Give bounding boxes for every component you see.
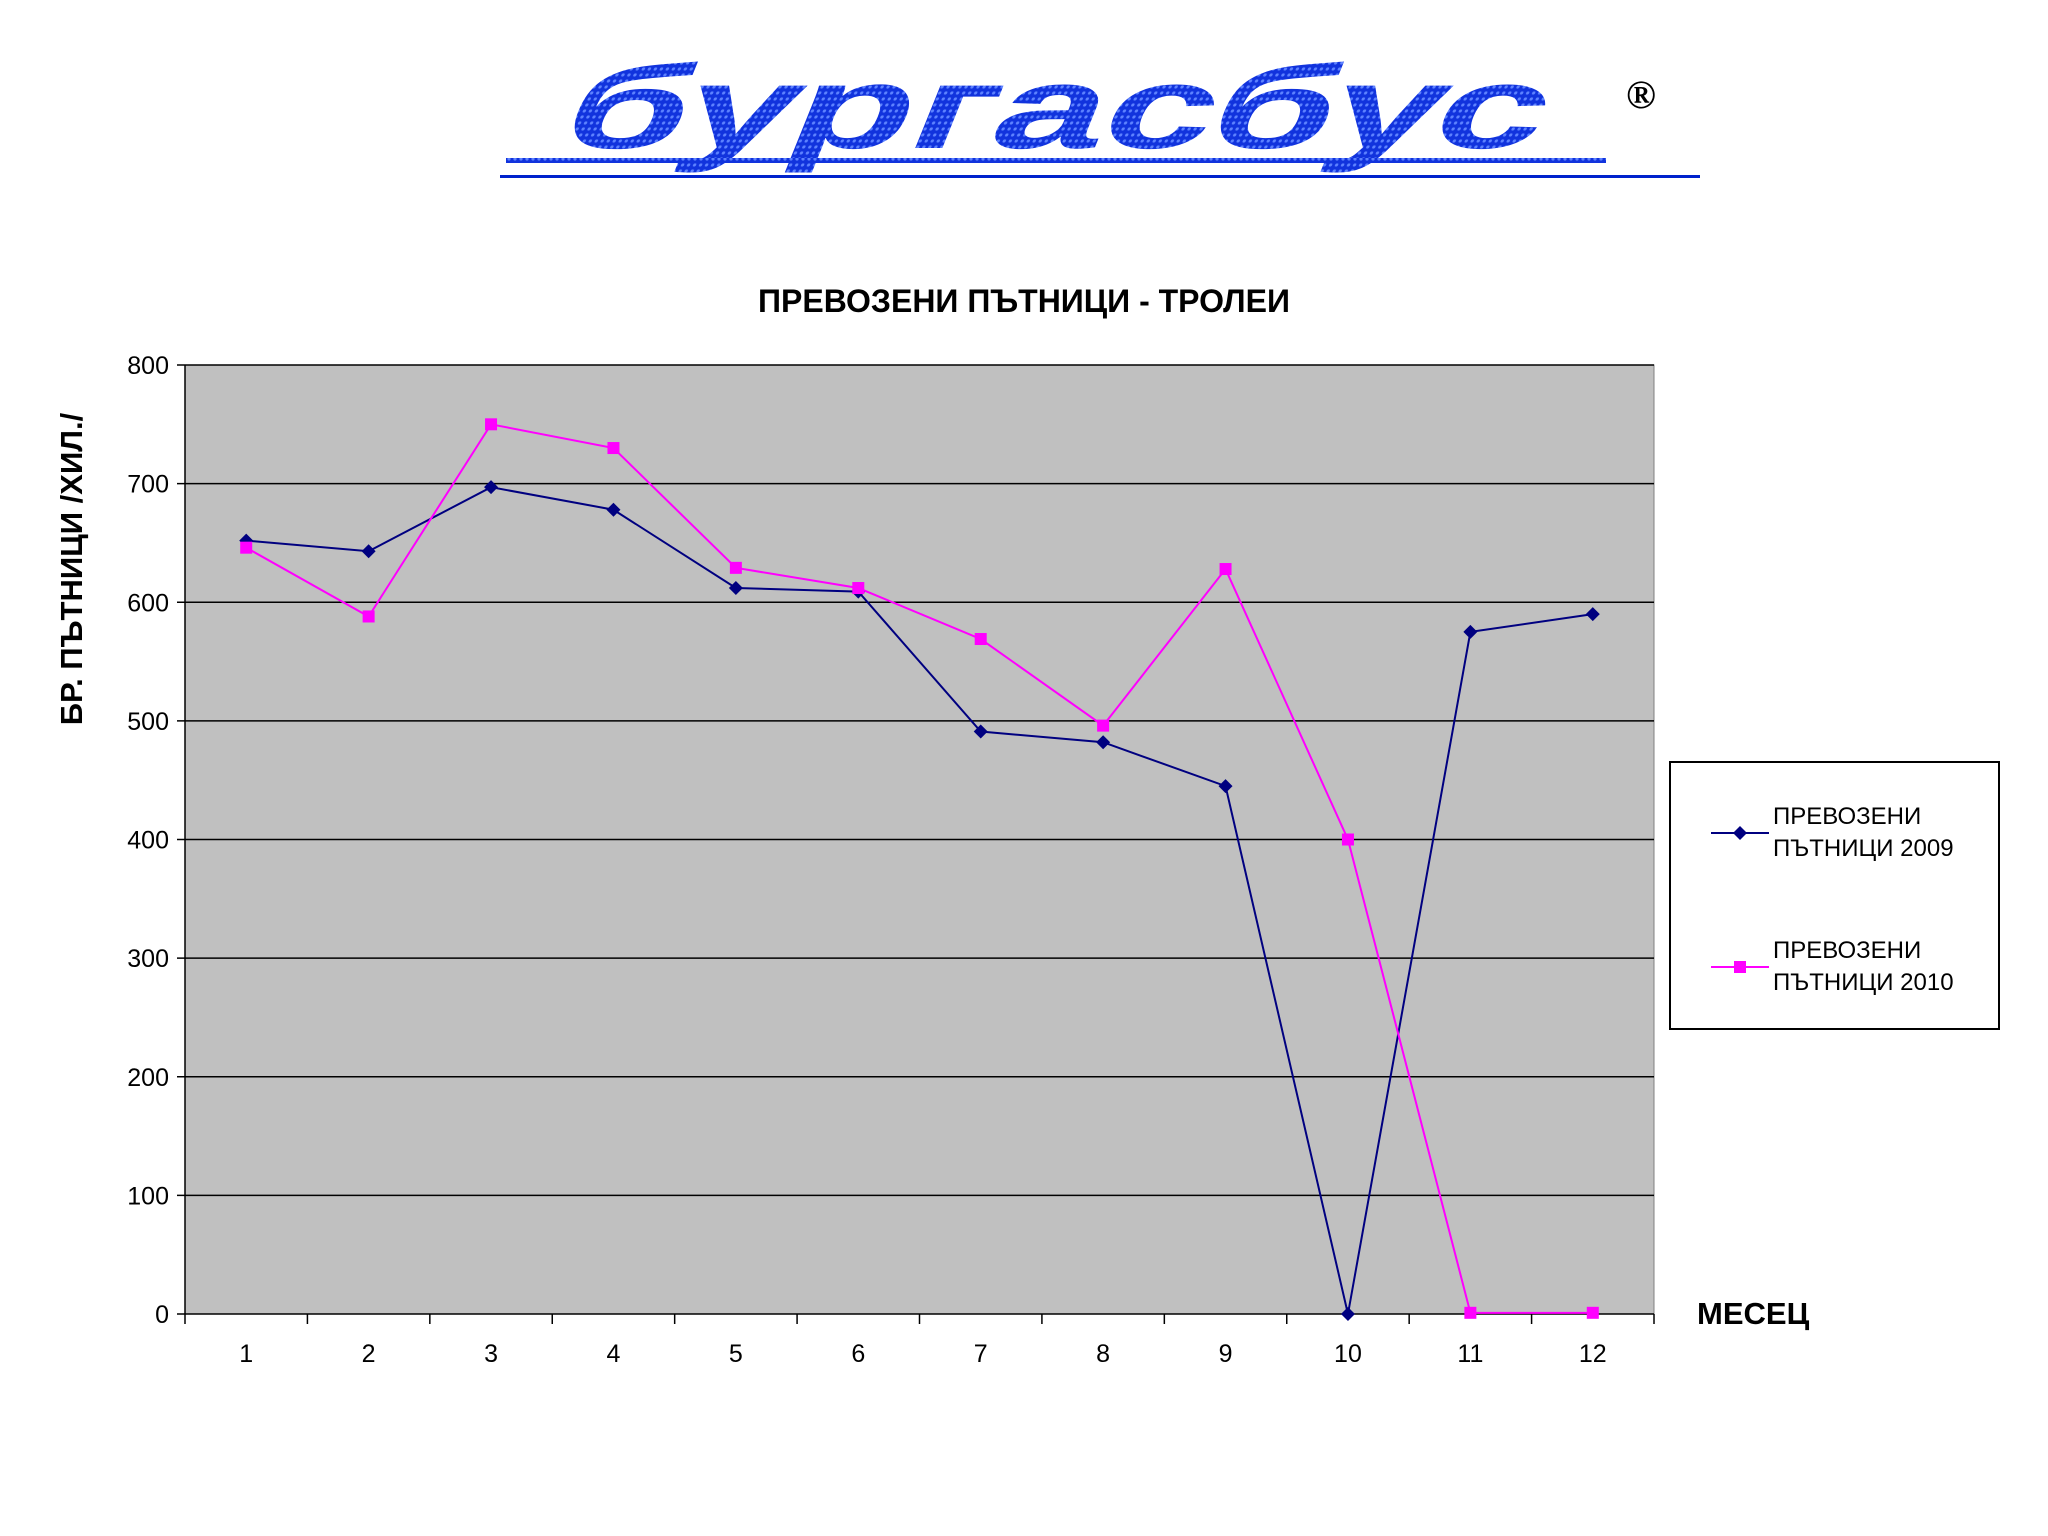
- data-point-2: [362, 610, 375, 623]
- legend-label-2010: ПРЕВОЗЕНИ ПЪТНИЦИ 2010: [1773, 937, 1954, 996]
- x-tick-label: 2: [362, 1340, 376, 1368]
- registered-mark: ®: [1626, 72, 1656, 117]
- x-tick-label: 4: [607, 1340, 621, 1368]
- series-line-1: [246, 486, 1593, 1315]
- legend-swatch-2009: [1711, 826, 1769, 840]
- data-point-2: [974, 633, 987, 646]
- x-tick-label: 6: [851, 1340, 865, 1368]
- x-tick-label: 3: [484, 1340, 498, 1368]
- legend-entry-2010: ПРЕВОЗЕНИ ПЪТНИЦИ 2010: [1711, 935, 1991, 1015]
- data-point-1: [1218, 779, 1233, 794]
- legend-label-2009: ПРЕВОЗЕНИ ПЪТНИЦИ 2009: [1773, 803, 1954, 862]
- data-point-1: [361, 544, 376, 559]
- x-tick-label: 10: [1334, 1340, 1362, 1368]
- y-tick-label: 200: [127, 1064, 169, 1092]
- y-tick-label: 700: [127, 471, 169, 499]
- x-tick-label: 5: [729, 1340, 743, 1368]
- x-tick-label: 7: [974, 1340, 988, 1368]
- data-point-1: [1585, 607, 1600, 622]
- y-tick-label: 800: [127, 352, 169, 380]
- data-point-2: [1341, 833, 1354, 846]
- y-tick-label: 600: [127, 589, 169, 617]
- data-point-2: [607, 442, 620, 455]
- y-tick-label: 400: [127, 827, 169, 855]
- data-point-1: [1340, 1307, 1355, 1321]
- data-point-2: [1219, 563, 1232, 576]
- x-tick-label: 9: [1219, 1340, 1233, 1368]
- x-tick-label: 1: [239, 1340, 253, 1368]
- data-point-1: [973, 724, 988, 739]
- x-tick-label: 12: [1579, 1340, 1607, 1368]
- data-point-1: [728, 581, 743, 596]
- data-point-1: [1096, 735, 1111, 750]
- data-point-2: [852, 582, 865, 595]
- y-tick-label: 500: [127, 708, 169, 736]
- svg-text:бургасбус: бургасбус: [544, 60, 1577, 174]
- data-point-1: [484, 480, 499, 495]
- legend-swatch-2010: [1711, 961, 1769, 973]
- data-point-2: [1586, 1306, 1599, 1319]
- y-tick-label: 100: [127, 1182, 169, 1210]
- data-point-2: [1097, 719, 1110, 732]
- y-tick-label: 300: [127, 945, 169, 973]
- data-point-2: [485, 418, 498, 431]
- x-axis-label: МЕСЕЦ: [1697, 1296, 1810, 1331]
- y-tick-label: 0: [155, 1301, 169, 1329]
- x-tick-label: 11: [1457, 1340, 1483, 1368]
- data-point-1: [1463, 624, 1478, 639]
- data-point-2: [240, 541, 253, 554]
- data-point-1: [606, 502, 621, 517]
- series-line-2: [245, 423, 1593, 1314]
- data-point-2: [1464, 1306, 1477, 1319]
- chart-legend: ПРЕВОЗЕНИ ПЪТНИЦИ 2009 ПРЕВОЗЕНИ ПЪТНИЦИ…: [1669, 761, 2000, 1030]
- data-point-2: [729, 561, 742, 574]
- legend-entry-2009: ПРЕВОЗЕНИ ПЪТНИЦИ 2009: [1711, 801, 1991, 881]
- x-tick-label: 8: [1096, 1340, 1110, 1368]
- chart-title: ПРЕВОЗЕНИ ПЪТНИЦИ - ТРОЛЕИ: [758, 283, 1290, 319]
- company-logo: бургасбус ®: [500, 42, 1710, 190]
